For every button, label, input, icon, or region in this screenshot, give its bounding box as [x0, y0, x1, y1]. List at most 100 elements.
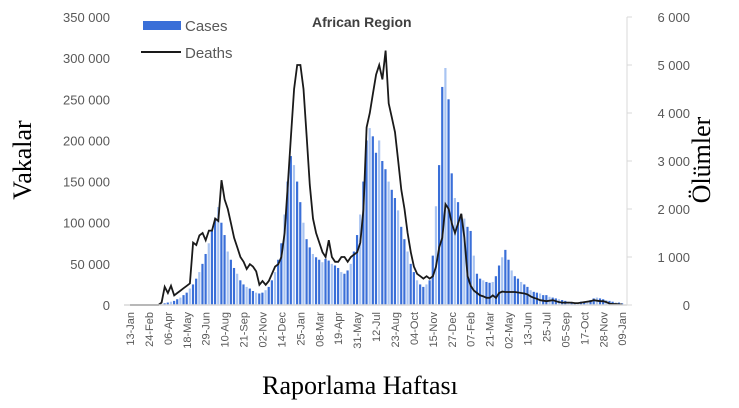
y-tick-label: 100 000	[63, 216, 110, 231]
cases-bar	[447, 99, 450, 306]
y2-tick-label: 3 000	[657, 154, 690, 169]
x-tick-label: 28-Nov	[598, 312, 610, 348]
cases-bar	[437, 165, 441, 305]
y2-tick-label: 2 000	[657, 202, 690, 217]
cases-bar	[387, 181, 390, 305]
y2-tick-label: 5 000	[657, 58, 690, 73]
x-axis-ticks: 13-Jan 24-Feb 06-Apr 18-May 29-Jun 10-Aug 21-S…	[125, 312, 629, 349]
cases-bar	[188, 288, 191, 305]
cases-bar	[494, 276, 497, 305]
x-tick-label: 29-Jun	[201, 312, 213, 346]
x-tick-label: 06-Apr	[163, 312, 175, 345]
cases-bar	[586, 300, 589, 305]
cases-bar	[415, 280, 419, 305]
cases-bar	[403, 239, 406, 305]
x-tick-label: 13-Jan	[125, 312, 137, 346]
cases-bar	[182, 295, 185, 305]
cases-bar	[248, 288, 251, 305]
cases-bar	[283, 214, 286, 305]
cases-bar	[198, 272, 201, 305]
cases-bar	[479, 278, 482, 305]
legend: Cases Deaths	[141, 18, 233, 62]
cases-bar	[583, 301, 586, 305]
left-axis-ticks: 0 50 000 100 000 150 000 200 000 250 000 300 0…	[63, 10, 110, 313]
cases-bar	[217, 207, 220, 305]
cases-bar	[261, 292, 264, 305]
y-tick-label: 250 000	[63, 92, 110, 107]
cases-bar	[210, 230, 214, 305]
deaths-line	[130, 50, 623, 306]
cases-bar	[412, 272, 415, 305]
cases-bar	[191, 284, 195, 305]
cases-bar	[589, 300, 592, 305]
x-tick-label: 05-Sep	[560, 312, 572, 347]
cases-bar	[273, 272, 277, 305]
cases-bar	[507, 259, 510, 305]
x-axis-title: Raporlama Haftası	[262, 371, 458, 400]
cases-bar	[359, 214, 362, 305]
cases-bar	[280, 243, 283, 305]
cases-bar	[204, 253, 207, 305]
cases-bar	[308, 247, 311, 305]
x-tick-label: 21-Mar	[485, 312, 497, 347]
cases-bar	[441, 86, 444, 305]
cases-bar	[472, 255, 475, 305]
cases-bar	[469, 230, 472, 305]
cases-bar	[340, 272, 343, 305]
cases-bar	[365, 140, 368, 305]
y2-tick-label: 6 000	[657, 10, 690, 25]
cases-bar	[302, 222, 305, 305]
x-tick-label: 19-Apr	[333, 312, 345, 345]
cases-bar	[497, 265, 501, 305]
cases-bar	[381, 161, 384, 305]
cases-bar	[229, 259, 232, 305]
cases-bar	[460, 214, 463, 305]
cases-bar	[251, 291, 255, 305]
cases-bar	[324, 258, 327, 305]
cases-bar	[352, 251, 356, 305]
cases-bar	[346, 270, 349, 305]
cases-bar	[343, 273, 346, 305]
cases-bar	[463, 218, 466, 305]
legend-deaths-label: Deaths	[185, 45, 233, 62]
cases-bar	[526, 286, 529, 305]
y2-tick-label: 0	[683, 298, 690, 313]
cases-bar	[185, 292, 188, 305]
x-tick-label: 04-Oct	[409, 312, 421, 345]
cases-bar	[513, 276, 516, 305]
legend-cases-swatch	[143, 21, 181, 30]
cases-bar	[176, 299, 179, 305]
cases-bar	[422, 286, 425, 305]
right-axis-ticks: 0 1 000 2 000 3 000 4 000 5 000 6 000	[627, 10, 690, 313]
y2-axis-title: Ölümler	[687, 116, 716, 203]
cases-bar	[321, 262, 324, 305]
cases-bar	[258, 293, 261, 305]
cases-bars	[160, 68, 624, 306]
cases-bar	[311, 253, 314, 305]
cases-bar	[409, 263, 412, 305]
cases-bar	[504, 249, 507, 305]
x-tick-label: 31-May	[352, 312, 364, 349]
cases-bar	[501, 257, 504, 305]
y-tick-label: 200 000	[63, 133, 110, 148]
cases-bar	[333, 265, 337, 305]
cases-bar	[475, 273, 479, 305]
cases-bar	[179, 297, 182, 305]
cases-bar	[245, 286, 248, 305]
cases-bar	[255, 292, 258, 305]
cases-bar	[337, 267, 340, 305]
cases-bar	[529, 290, 532, 305]
cases-bar	[355, 235, 359, 305]
cases-bar	[270, 280, 273, 305]
cases-bar	[213, 218, 217, 305]
cases-bar	[220, 222, 223, 305]
cases-bar	[330, 263, 333, 305]
cases-bar	[318, 259, 321, 305]
cases-bar	[551, 297, 554, 305]
x-tick-label: 18-May	[182, 312, 194, 349]
y-tick-label: 50 000	[70, 257, 110, 272]
cases-bar	[396, 210, 400, 305]
y-tick-label: 350 000	[63, 10, 110, 25]
cases-bar	[368, 128, 371, 305]
